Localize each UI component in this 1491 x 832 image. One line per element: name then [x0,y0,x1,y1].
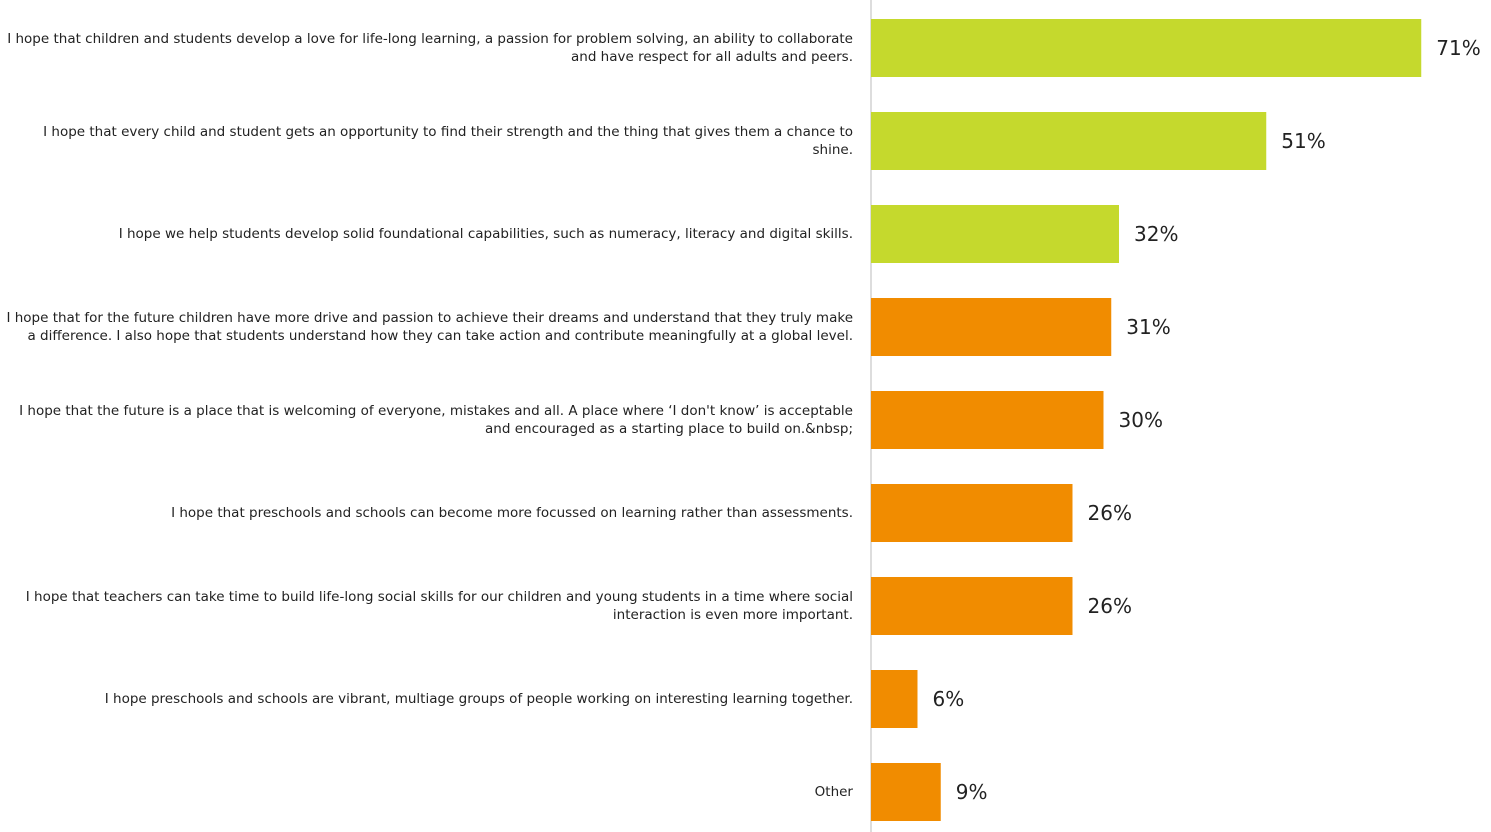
value-label: 51% [1281,129,1326,153]
bar [871,391,1104,449]
category-label: I hope that the future is a place that i… [19,403,853,437]
value-label: 31% [1126,315,1171,339]
bar [871,205,1119,263]
bar [871,298,1112,356]
category-label: I hope that for the future children have… [6,310,853,344]
value-label: 71% [1436,36,1481,60]
bar [871,670,918,728]
category-label: Other [814,784,853,800]
value-label: 26% [1087,501,1132,525]
bar [871,763,941,821]
category-label: I hope that preschools and schools can b… [171,505,853,521]
bar [871,112,1267,170]
category-label: I hope that teachers can take time to bu… [25,589,853,623]
value-label: 32% [1134,222,1179,246]
category-label: I hope preschools and schools are vibran… [104,691,853,707]
bar [871,577,1073,635]
value-label: 30% [1118,408,1163,432]
category-label: I hope that children and students develo… [7,31,853,65]
category-label: I hope that every child and student gets… [43,124,853,158]
bar [871,484,1073,542]
value-label: 26% [1087,594,1132,618]
category-label: I hope we help students develop solid fo… [118,226,853,242]
value-label: 6% [932,687,965,711]
value-label: 9% [955,780,988,804]
bar [871,19,1422,77]
